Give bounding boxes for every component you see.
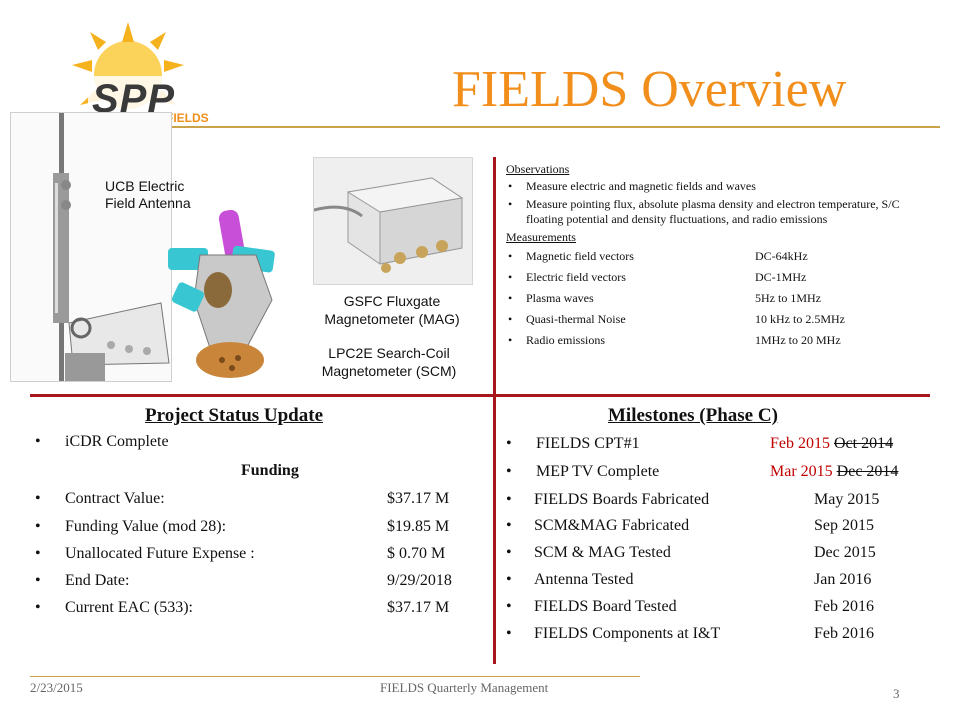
- svg-text:FIELDS: FIELDS: [166, 111, 209, 125]
- section-divider-horizontal: [30, 394, 930, 397]
- electric-antenna-image: [10, 112, 172, 382]
- section-divider-vertical: [493, 157, 496, 664]
- page-number: 3: [893, 686, 900, 701]
- page-title: FIELDS Overview: [452, 61, 847, 118]
- funding-heading: Funding: [241, 462, 299, 479]
- observations-panel: Observations Measure electric and magnet…: [506, 162, 936, 354]
- fluxgate-mag-image: [313, 157, 473, 285]
- search-coil-image: [160, 209, 300, 390]
- list-item: Measure electric and magnetic fields and…: [506, 179, 936, 194]
- milestones-title: Milestones (Phase C): [608, 405, 778, 426]
- footer-title: FIELDS Quarterly Management: [380, 680, 549, 695]
- observations-list: Measure electric and magnetic fields and…: [506, 179, 936, 227]
- ucb-antenna-label: UCB Electric Field Antenna: [105, 178, 191, 211]
- project-status-title: Project Status Update: [145, 405, 324, 426]
- milestones-list: • FIELDS CPT#1 Feb 2015 Oct 2014 • MEP TV C…: [506, 435, 899, 642]
- title-underline: [20, 126, 940, 128]
- footer-rule: [30, 676, 640, 677]
- measurements-heading: Measurements: [506, 230, 576, 244]
- footer-date: 2/23/2015: [30, 680, 83, 695]
- gsfc-mag-label: GSFC Fluxgate Magnetometer (MAG): [324, 293, 460, 327]
- lpc2e-scm-label: LPC2E Search-Coil Magnetometer (SCM): [321, 345, 457, 379]
- project-status-list: • iCDR Complete Funding • Contract Value: $…: [35, 433, 452, 616]
- list-item: Measure pointing flux, absolute plasma d…: [506, 197, 936, 227]
- observations-heading: Observations: [506, 162, 570, 176]
